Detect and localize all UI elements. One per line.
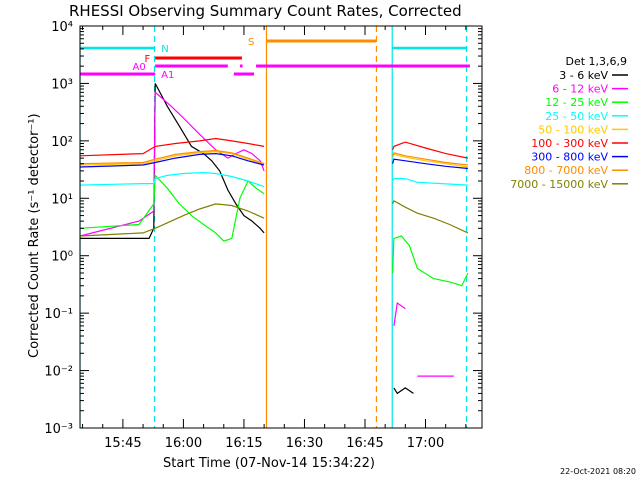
legend-entry-2: 12 - 25 keV [545, 96, 608, 109]
legend-entry-0: 3 - 6 keV [559, 69, 608, 82]
x-axis: 15:45 16:00 16:15 16:30 16:45 17:00 [82, 26, 467, 451]
y-tick-label: 10⁴ [51, 20, 73, 35]
series-0-segment-0 [80, 83, 265, 239]
x-tick-label: 15:45 [104, 436, 141, 451]
series-5-segment-1 [392, 141, 469, 159]
series-1-segment-1 [393, 301, 406, 326]
series-8-segment-1 [392, 200, 469, 234]
series-6-segment-1 [392, 158, 468, 170]
flag-label-a1: A1 [161, 70, 174, 81]
series-5-segment-0 [80, 137, 265, 157]
series-2-segment-1 [392, 235, 469, 287]
plot-area [80, 26, 470, 428]
legend-entry-3: 25 - 50 keV [545, 110, 608, 123]
series-2-segment-0 [80, 173, 265, 242]
x-tick-label: 16:30 [286, 436, 323, 451]
y-axis-label: Corrected Count Rate (s⁻¹ detector⁻¹) [27, 113, 42, 358]
series-6 [80, 152, 468, 170]
y-tick-label: 10¹ [51, 192, 73, 207]
series-2 [80, 173, 469, 287]
footer-timestamp: 22-Oct-2021 08:20 [560, 467, 636, 476]
series-5 [80, 137, 469, 159]
series-6-segment-0 [80, 152, 265, 168]
y-tick-label: 10⁻³ [44, 422, 73, 437]
series-4-segment-0 [80, 150, 265, 166]
plot-frame [79, 25, 483, 429]
flag-label-s: S [248, 37, 254, 48]
y-tick-label: 10⁻² [44, 365, 73, 380]
legend-title: Det 1,3,6,9 [565, 55, 627, 68]
series-8 [80, 200, 469, 237]
series-3-segment-0 [80, 171, 265, 188]
y-tick-label: 10⁻¹ [44, 307, 73, 322]
series-3 [80, 171, 468, 188]
legend-entry-4: 50 - 100 keV [538, 123, 608, 136]
x-tick-label: 16:00 [165, 436, 202, 451]
flag-label-f: F [145, 54, 151, 65]
flag-label-n: N [161, 44, 168, 55]
series-7 [80, 149, 468, 166]
y-axis: 10⁻³ 10⁻² 10⁻¹ 10⁰ 10¹ 10² 10³ 10⁴ [44, 20, 482, 437]
series-4-segment-1 [392, 153, 468, 168]
x-axis-label: Start Time (07-Nov-14 15:34:22) [163, 456, 375, 471]
x-tick-label: 17:00 [407, 436, 444, 451]
series-4 [80, 150, 468, 168]
series-7-segment-0 [80, 149, 265, 165]
series-8-segment-0 [80, 203, 265, 237]
x-tick-label: 16:15 [225, 436, 262, 451]
y-tick-label: 10² [51, 135, 73, 150]
series-3-segment-1 [392, 178, 468, 186]
series-7-segment-1 [392, 152, 468, 166]
y-tick-label: 10³ [51, 77, 73, 92]
flag-label-a0: A0 [133, 62, 146, 73]
legend-entry-8: 7000 - 15000 keV [510, 178, 608, 191]
legend-entry-7: 800 - 7000 keV [524, 164, 608, 177]
series-0 [80, 83, 414, 395]
legend-entry-6: 300 - 800 keV [531, 151, 608, 164]
legend-entry-5: 100 - 300 keV [531, 137, 608, 150]
y-tick-label: 10⁰ [51, 250, 73, 265]
chart-title: RHESSI Observing Summary Count Rates, Co… [69, 2, 462, 20]
x-tick-label: 16:45 [346, 436, 383, 451]
series-0-segment-1 [393, 387, 414, 395]
legend-entry-1: 6 - 12 keV [552, 83, 608, 96]
flag-bars [80, 39, 470, 76]
